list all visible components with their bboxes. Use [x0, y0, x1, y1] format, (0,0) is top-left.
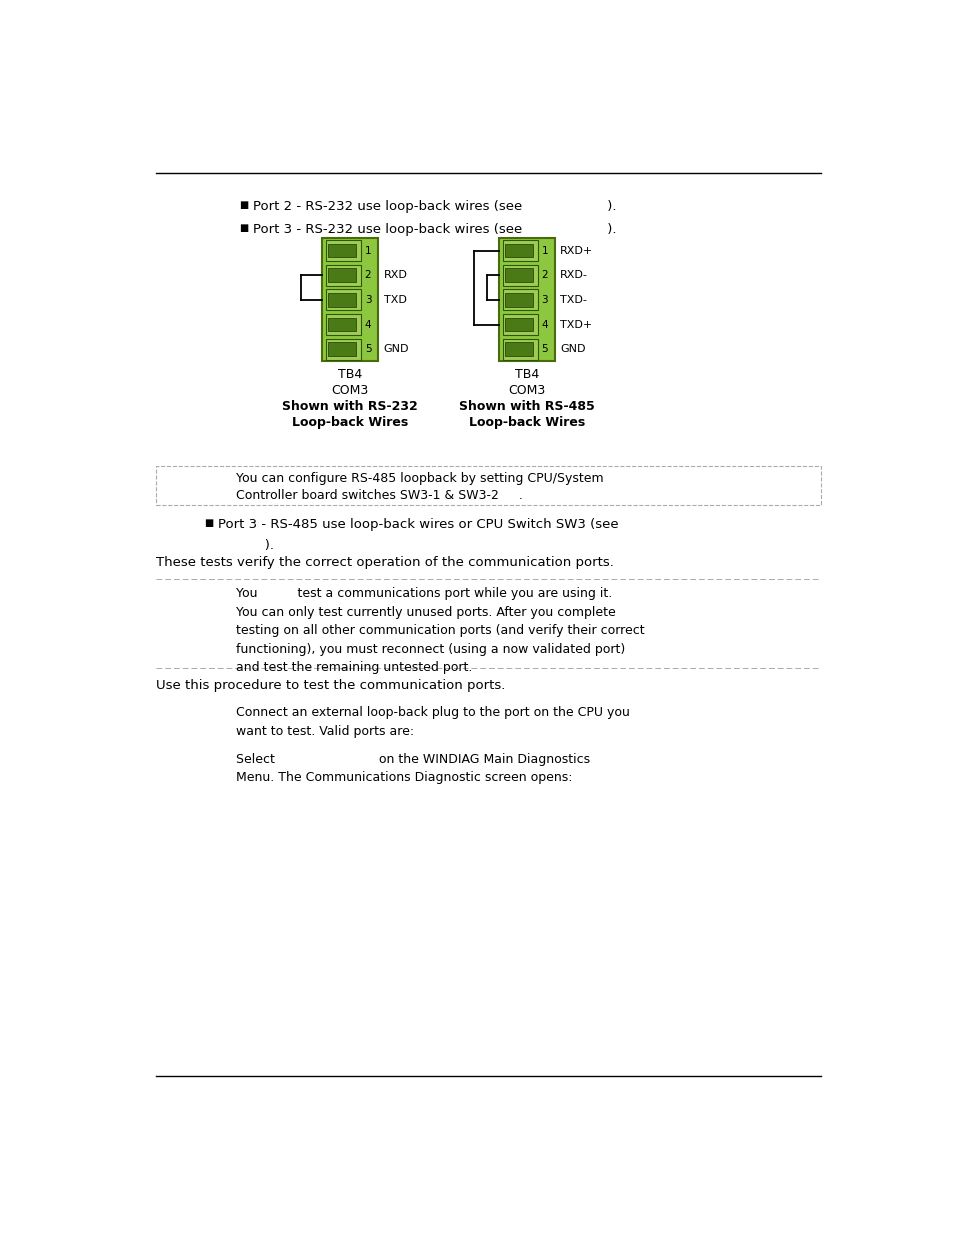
Text: TB4: TB4: [515, 368, 538, 380]
Text: RXD: RXD: [383, 270, 407, 280]
Bar: [326, 240, 360, 262]
Text: Loop-back Wires: Loop-back Wires: [292, 416, 408, 429]
Text: Loop-back Wires: Loop-back Wires: [468, 416, 584, 429]
Text: 4: 4: [541, 320, 547, 330]
Text: COM3: COM3: [508, 384, 545, 396]
Bar: [328, 268, 356, 282]
Bar: [322, 238, 377, 362]
Text: functioning), you must reconnect (using a now validated port): functioning), you must reconnect (using …: [235, 642, 624, 656]
Text: 1: 1: [364, 246, 371, 256]
Text: 3: 3: [364, 295, 371, 305]
Text: GND: GND: [383, 345, 409, 354]
Bar: [498, 238, 555, 362]
Text: and test the remaining untested port.: and test the remaining untested port.: [235, 661, 472, 674]
Text: 1: 1: [541, 246, 547, 256]
Text: You          test a communications port while you are using it.: You test a communications port while you…: [235, 587, 611, 600]
Bar: [504, 243, 533, 257]
Text: Connect an external loop-back plug to the port on the CPU you: Connect an external loop-back plug to th…: [235, 706, 629, 720]
Text: GND: GND: [559, 345, 585, 354]
Bar: [502, 264, 537, 285]
Text: You can only test currently unused ports. After you complete: You can only test currently unused ports…: [235, 605, 615, 619]
Text: Select                          on the WINDIAG Main Diagnostics: Select on the WINDIAG Main Diagnostics: [235, 752, 589, 766]
Bar: [502, 314, 537, 335]
Bar: [504, 293, 533, 306]
Text: 2: 2: [364, 270, 371, 280]
Text: COM3: COM3: [332, 384, 369, 396]
Bar: [156, 466, 821, 505]
Text: TXD: TXD: [383, 295, 406, 305]
Text: Shown with RS-485: Shown with RS-485: [458, 400, 594, 412]
Text: Controller board switches SW3-1 & SW3-2     .: Controller board switches SW3-1 & SW3-2 …: [235, 489, 522, 503]
Text: RXD+: RXD+: [559, 246, 593, 256]
Bar: [328, 293, 356, 306]
Text: Port 2 - RS-232 use loop-back wires (see                    ).: Port 2 - RS-232 use loop-back wires (see…: [253, 200, 616, 212]
Text: Use this procedure to test the communication ports.: Use this procedure to test the communica…: [156, 679, 505, 692]
Bar: [326, 289, 360, 310]
Text: ■: ■: [239, 200, 249, 210]
Text: 3: 3: [541, 295, 547, 305]
Text: Port 3 - RS-485 use loop-back wires or CPU Switch SW3 (see: Port 3 - RS-485 use loop-back wires or C…: [217, 517, 618, 531]
Text: These tests verify the correct operation of the communication ports.: These tests verify the correct operation…: [156, 556, 614, 569]
Bar: [502, 338, 537, 359]
Text: You can configure RS-485 loopback by setting CPU/System: You can configure RS-485 loopback by set…: [235, 472, 602, 485]
Bar: [326, 264, 360, 285]
Text: want to test. Valid ports are:: want to test. Valid ports are:: [235, 725, 414, 739]
Text: ■: ■: [204, 517, 213, 527]
Text: testing on all other communication ports (and verify their correct: testing on all other communication ports…: [235, 624, 643, 637]
Text: Menu. The Communications Diagnostic screen opens:: Menu. The Communications Diagnostic scre…: [235, 771, 572, 784]
Text: ■: ■: [239, 222, 249, 233]
Text: 2: 2: [541, 270, 547, 280]
Text: ).: ).: [217, 538, 274, 552]
Text: TXD+: TXD+: [559, 320, 592, 330]
Bar: [328, 342, 356, 356]
Bar: [504, 317, 533, 331]
Bar: [328, 317, 356, 331]
Bar: [326, 314, 360, 335]
Bar: [504, 268, 533, 282]
Bar: [504, 342, 533, 356]
Text: 5: 5: [541, 345, 547, 354]
Text: Shown with RS-232: Shown with RS-232: [282, 400, 417, 412]
Bar: [502, 289, 537, 310]
Bar: [328, 243, 356, 257]
Text: Port 3 - RS-232 use loop-back wires (see                    ).: Port 3 - RS-232 use loop-back wires (see…: [253, 222, 616, 236]
Text: RXD-: RXD-: [559, 270, 587, 280]
Text: TB4: TB4: [337, 368, 362, 380]
Bar: [502, 240, 537, 262]
Text: 5: 5: [364, 345, 371, 354]
Text: 4: 4: [364, 320, 371, 330]
Text: TXD-: TXD-: [559, 295, 586, 305]
Bar: [326, 338, 360, 359]
